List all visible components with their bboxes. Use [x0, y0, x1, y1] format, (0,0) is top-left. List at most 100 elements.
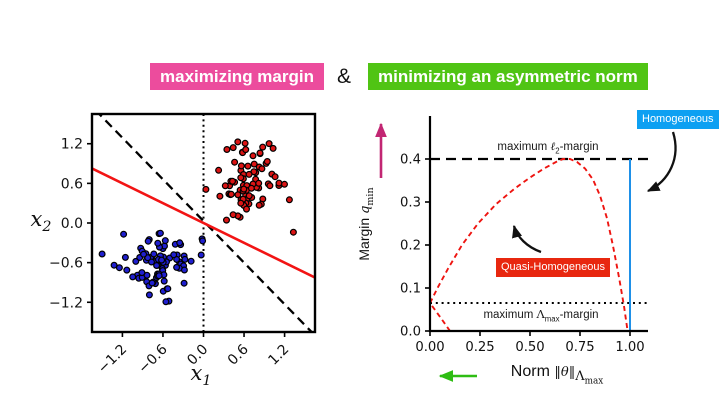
theta-symbol: θ	[560, 365, 569, 380]
data-point	[237, 162, 245, 170]
data-point	[180, 279, 188, 287]
data-point	[229, 211, 237, 219]
x2-subscript: 2	[42, 219, 52, 236]
data-point	[176, 239, 184, 247]
margin-axis-text: Margin	[356, 213, 373, 261]
y-tick-label: 0.1	[400, 282, 421, 297]
max-lambda-margin-label: maximum Λmax-margin	[483, 307, 598, 323]
data-point	[170, 251, 178, 259]
x-tick-label: 0.00	[415, 340, 444, 355]
lambda-label-sub: max	[544, 314, 560, 324]
data-point	[161, 237, 169, 245]
data-point	[120, 230, 128, 238]
data-point	[271, 173, 279, 181]
y-tick-label: 0.0	[400, 325, 421, 340]
margin-norm-plot-canvas: 0.00 0.25 0.50 0.75 1.00 0.0 0.1 0.2 0.3 0.4	[400, 116, 648, 356]
data-point	[123, 266, 131, 274]
data-point	[258, 165, 266, 173]
data-point	[115, 264, 123, 272]
data-point	[241, 139, 249, 147]
data-point	[147, 258, 155, 266]
norm-close-bars: ‖	[568, 365, 576, 380]
y-tick-label: −1.2	[49, 295, 83, 311]
data-point	[199, 237, 207, 245]
x2-symbol: x	[30, 206, 43, 231]
quasi-homogeneous-badge: Quasi-Homogeneous	[496, 258, 610, 277]
y-tick-label: 0.0	[61, 216, 83, 232]
data-point	[150, 250, 158, 258]
ampersand: &	[337, 65, 352, 88]
data-point	[158, 256, 166, 264]
norm-axis-text: Norm	[510, 363, 555, 380]
qmin-subscript: min	[364, 187, 376, 206]
x2-axis-label: x2	[31, 207, 52, 235]
data-point	[180, 266, 188, 274]
scatter-plot-canvas: −1.2 −0.6 0.0 0.6 1.21.20.60.0−0.6−1.2	[49, 112, 317, 377]
data-point	[255, 179, 263, 187]
lambda-subscript: Λ	[575, 369, 585, 385]
data-point	[234, 138, 242, 146]
y-tick-label: 0.4	[400, 153, 421, 168]
axis-ticks: 0.00 0.25 0.50 0.75 1.00 0.0 0.1 0.2 0.3 0.4	[400, 153, 645, 356]
x1-symbol: x	[190, 361, 203, 385]
l2-label-pre: maximum	[497, 141, 551, 153]
ell-subscript: 2	[555, 146, 560, 156]
data-point	[144, 237, 152, 245]
data-point	[173, 263, 181, 271]
norm-axis-label: Norm ‖θ‖Λmax	[511, 363, 603, 387]
x-tick-label: −1.2	[95, 342, 130, 377]
data-point	[231, 158, 239, 166]
data-point	[285, 196, 293, 204]
data-point	[121, 253, 129, 261]
data-point	[229, 144, 237, 152]
minimizing-norm-label: minimizing an asymmetric norm	[368, 63, 648, 90]
data-point	[187, 257, 195, 265]
data-point	[234, 191, 242, 199]
data-point	[250, 160, 258, 168]
positive-class-points	[202, 138, 297, 236]
data-point	[153, 262, 161, 270]
data-point	[148, 279, 156, 287]
x-tick-label: 1.00	[615, 340, 644, 355]
lambda-label-pre: maximum	[483, 309, 537, 321]
data-point	[240, 185, 248, 193]
data-point	[129, 273, 137, 281]
qmin-symbol: q	[358, 205, 374, 214]
data-point	[243, 205, 251, 213]
data-point	[245, 192, 253, 200]
y-tick-label: −0.6	[49, 256, 83, 272]
data-point	[275, 179, 283, 187]
dashed-separator	[98, 115, 313, 331]
negative-class-points	[98, 229, 207, 306]
y-tick-label: 0.6	[61, 176, 83, 192]
data-point	[265, 140, 273, 148]
data-point	[263, 157, 271, 165]
data-point	[259, 143, 267, 151]
data-point	[247, 184, 255, 192]
x-tick-label: 1.2	[265, 342, 292, 369]
max-margin-separator	[93, 167, 314, 279]
x1-subscript: 1	[202, 373, 212, 390]
plot-area	[93, 115, 314, 331]
data-point	[229, 177, 237, 185]
data-point	[223, 145, 231, 153]
data-point	[181, 255, 189, 263]
data-point	[140, 250, 148, 258]
data-point	[164, 285, 172, 293]
data-point	[160, 277, 168, 285]
data-point	[197, 251, 205, 259]
norm-open-bars: ‖	[554, 365, 561, 380]
data-point	[155, 272, 163, 280]
data-point	[281, 180, 289, 188]
maximizing-margin-label: maximizing margin	[150, 63, 324, 90]
data-point	[98, 250, 106, 258]
data-point	[242, 146, 250, 154]
data-point	[256, 149, 264, 157]
lambda-label-post: -margin	[559, 309, 599, 321]
y-tick-label: 0.3	[400, 196, 421, 211]
lambda-max-subscript: max	[584, 376, 604, 387]
data-point	[269, 144, 277, 152]
y-tick-label: 0.2	[400, 239, 421, 254]
x-tick-label: 0.75	[565, 340, 594, 355]
